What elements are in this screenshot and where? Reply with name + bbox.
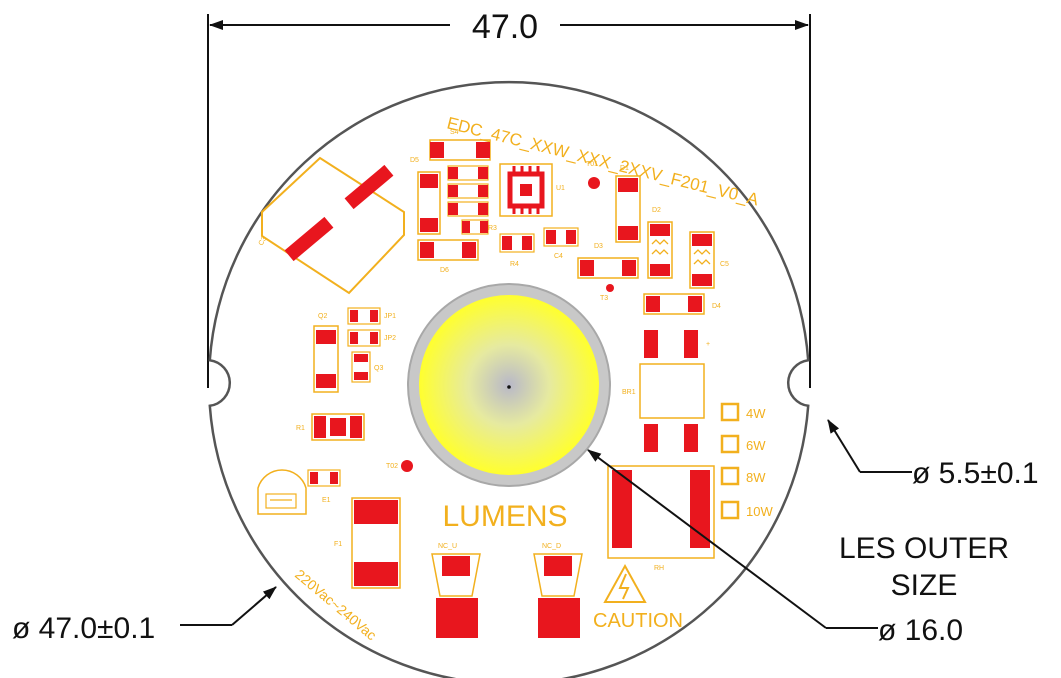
ref-nc-d: NC_D [542,543,561,550]
diameter-callout: ø 47.0±0.1 [12,586,277,645]
les-diameter-label: ø 16.0 [878,614,963,647]
width-dimension-label: 47.0 [472,8,538,46]
les-label-line2: SIZE [891,569,958,602]
ref-t01: T01 [586,161,598,168]
ref-d6: D6 [440,267,449,274]
ref-br1: BR1 [622,389,636,396]
ref-jp2: JP2 [384,335,396,342]
les-callout: LES OUTER SIZE ø 16.0 [587,449,1009,647]
ref-q2: Q2 [318,313,327,320]
left-components: Q2 JP1 JP2 Q3 R1 T02 E1 [257,307,413,589]
led-emitter [407,283,611,487]
ref-r4: R4 [510,261,519,268]
ref-f1: F1 [334,541,342,548]
ref-s4: S4 [450,129,459,136]
caution-icon [603,563,647,603]
ref-d3: D3 [594,243,603,250]
ref-d2: D2 [652,207,661,214]
ref-t02: T02 [386,463,398,470]
top-components: S4 D5 D6 U1 [410,129,729,315]
caution-label: CAUTION [593,610,683,632]
ref-q3: Q3 [374,365,383,372]
ref-r1: R1 [296,425,305,432]
capacitor-c3: C3 [258,156,405,295]
brand-label: LUMENS [442,500,567,533]
ref-d1: D1 [620,165,629,172]
ref-u1: U1 [556,185,565,192]
les-label-line1: LES OUTER [839,532,1009,565]
ref-c3: C3 [258,236,269,247]
wattage-4w: 4W [746,406,766,421]
wattage-6w: 6W [746,438,766,453]
ref-c5: C5 [720,261,729,268]
ref-d4: D4 [712,303,721,310]
diameter-label: ø 47.0±0.1 [12,612,155,645]
ref-d5: D5 [410,157,419,164]
ref-jp1: JP1 [384,313,396,320]
ref-nc-u: NC_U [438,543,457,550]
notch-label: ø 5.5±0.1 [912,457,1039,490]
ref-e1: E1 [322,497,331,504]
ref-rh: RH [654,565,664,572]
wattage-8w: 8W [746,470,766,485]
right-components: BR1 + RH 4W 6W 8W 10W [607,330,773,572]
ref-t3: T3 [600,295,608,302]
ref-c4: C4 [554,253,563,260]
wattage-10w: 10W [746,504,773,519]
bottom-connectors: NC_U NC_D [431,543,583,638]
notch-callout: ø 5.5±0.1 [827,419,1039,490]
width-dimension: 47.0 [207,8,811,388]
ref-r3: R3 [488,225,497,232]
svg-text:+: + [706,341,710,348]
